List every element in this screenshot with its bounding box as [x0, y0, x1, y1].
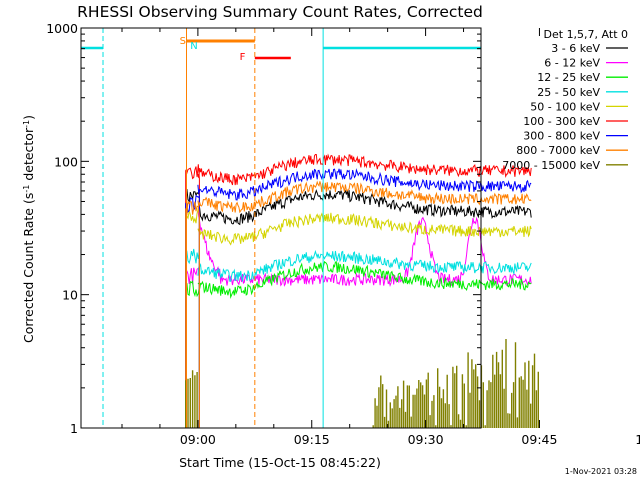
- x-tick-label: 09:00: [180, 432, 216, 447]
- x-axis-label: Start Time (15-Oct-15 08:45:22): [179, 455, 381, 470]
- x-tick-label: 09:45: [521, 432, 557, 447]
- series-main-line: [197, 189, 532, 226]
- marker-label-n: N: [190, 41, 197, 52]
- series-main-line: [197, 260, 532, 299]
- legend-label: 7000 - 15000 keV: [502, 159, 600, 172]
- x-tick-label: 09:30: [408, 432, 444, 447]
- y-label-part: Corrected Count Rate (s: [21, 193, 36, 343]
- y-tick-label: 100: [54, 154, 78, 169]
- marker-label-f: F: [240, 52, 246, 63]
- series-main-line: [197, 212, 532, 246]
- series-pre-line: [185, 200, 200, 428]
- legend-label: 100 - 300 keV: [523, 115, 600, 128]
- series-pre-line: [185, 208, 200, 428]
- series-main-line: [197, 153, 532, 186]
- legend-label: 300 - 800 keV: [523, 130, 600, 143]
- x-tick-label: 10:00: [635, 432, 640, 447]
- y-label-sup: -1: [22, 120, 31, 128]
- series-pre-line: [185, 248, 200, 428]
- y-tick-label: 1: [70, 421, 78, 436]
- chart-title: RHESSI Observing Summary Count Rates, Co…: [77, 3, 483, 21]
- y-axis-label: Corrected Count Rate (s-1 detector-1): [21, 115, 36, 343]
- series-main-line: [197, 180, 532, 214]
- plot-area: S N F: [80, 28, 539, 428]
- y-label-part: detector: [21, 127, 36, 185]
- legend-header: Det 1,5,7, Att 0: [544, 28, 628, 41]
- legend-label: 25 - 50 keV: [537, 86, 600, 99]
- y-label-sup: -1: [22, 185, 31, 193]
- x-tick-label: 09:15: [294, 432, 330, 447]
- y-label-part: ): [21, 115, 36, 120]
- legend-label: 3 - 6 keV: [551, 42, 600, 55]
- series-main-line: [197, 249, 532, 283]
- series-high-energy-bars: [185, 339, 539, 428]
- legend-label: 800 - 7000 keV: [516, 144, 600, 157]
- legend-label: 50 - 100 keV: [530, 100, 600, 113]
- footer-timestamp: 1-Nov-2021 03:28: [565, 467, 637, 476]
- series-pre-line: [185, 164, 200, 428]
- series-pre-line: [185, 280, 200, 428]
- plot-frame: [80, 27, 482, 429]
- legend-label: 6 - 12 keV: [544, 57, 600, 70]
- y-tick-label: 1000: [46, 21, 78, 36]
- y-tick-label: 10: [62, 288, 78, 303]
- series-main-line: [197, 168, 532, 201]
- legend-label: 12 - 25 keV: [537, 71, 600, 84]
- marker-label-s: S: [180, 36, 186, 47]
